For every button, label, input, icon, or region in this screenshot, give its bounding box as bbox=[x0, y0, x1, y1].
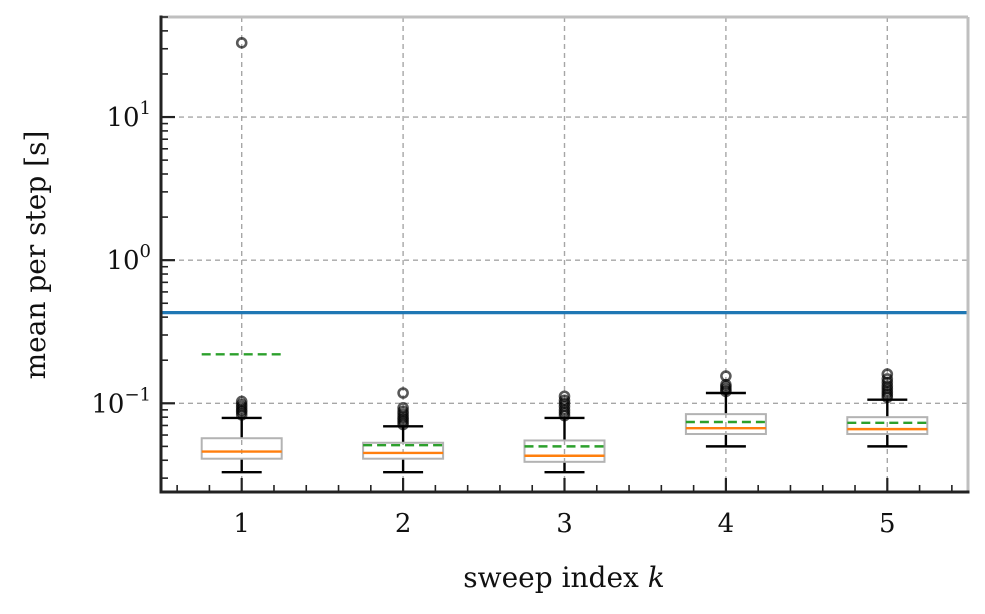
x-tick-label: 4 bbox=[718, 509, 735, 539]
y-axis-title: mean per step [s] bbox=[19, 131, 52, 380]
outlier-point bbox=[558, 394, 571, 407]
box-group bbox=[846, 368, 929, 448]
outlier-point bbox=[235, 37, 248, 49]
y-tick-label: 10−1 bbox=[91, 384, 151, 419]
outlier-point bbox=[881, 368, 894, 380]
outlier-point bbox=[397, 387, 409, 399]
box-iqr bbox=[523, 439, 606, 463]
outlier-point bbox=[720, 370, 732, 382]
box-group bbox=[684, 370, 767, 448]
x-tick-label: 1 bbox=[233, 509, 250, 539]
x-tick-label: 2 bbox=[395, 509, 412, 539]
grid bbox=[161, 17, 968, 492]
outlier-point bbox=[235, 395, 248, 408]
box-iqr bbox=[362, 441, 445, 460]
outlier-point bbox=[558, 390, 571, 403]
ticks bbox=[161, 16, 953, 492]
x-tick-label: 5 bbox=[879, 509, 896, 539]
outlier-point bbox=[881, 373, 894, 385]
axes-spines bbox=[159, 15, 970, 494]
outlier-point bbox=[397, 402, 409, 414]
boxes bbox=[200, 37, 929, 474]
box-iqr bbox=[846, 416, 929, 436]
tick-labels: 1 2 3 4 5 10−1 100 101 bbox=[91, 98, 895, 539]
y-tick-label: 100 bbox=[106, 241, 151, 276]
box-group bbox=[362, 387, 445, 474]
box-group bbox=[523, 390, 606, 474]
box-iqr bbox=[684, 413, 767, 436]
x-tick-label: 3 bbox=[556, 509, 573, 539]
y-tick-label: 101 bbox=[106, 98, 151, 133]
box-group bbox=[200, 37, 283, 474]
x-axis-title: sweep index k bbox=[463, 561, 664, 594]
box-iqr bbox=[200, 437, 283, 460]
